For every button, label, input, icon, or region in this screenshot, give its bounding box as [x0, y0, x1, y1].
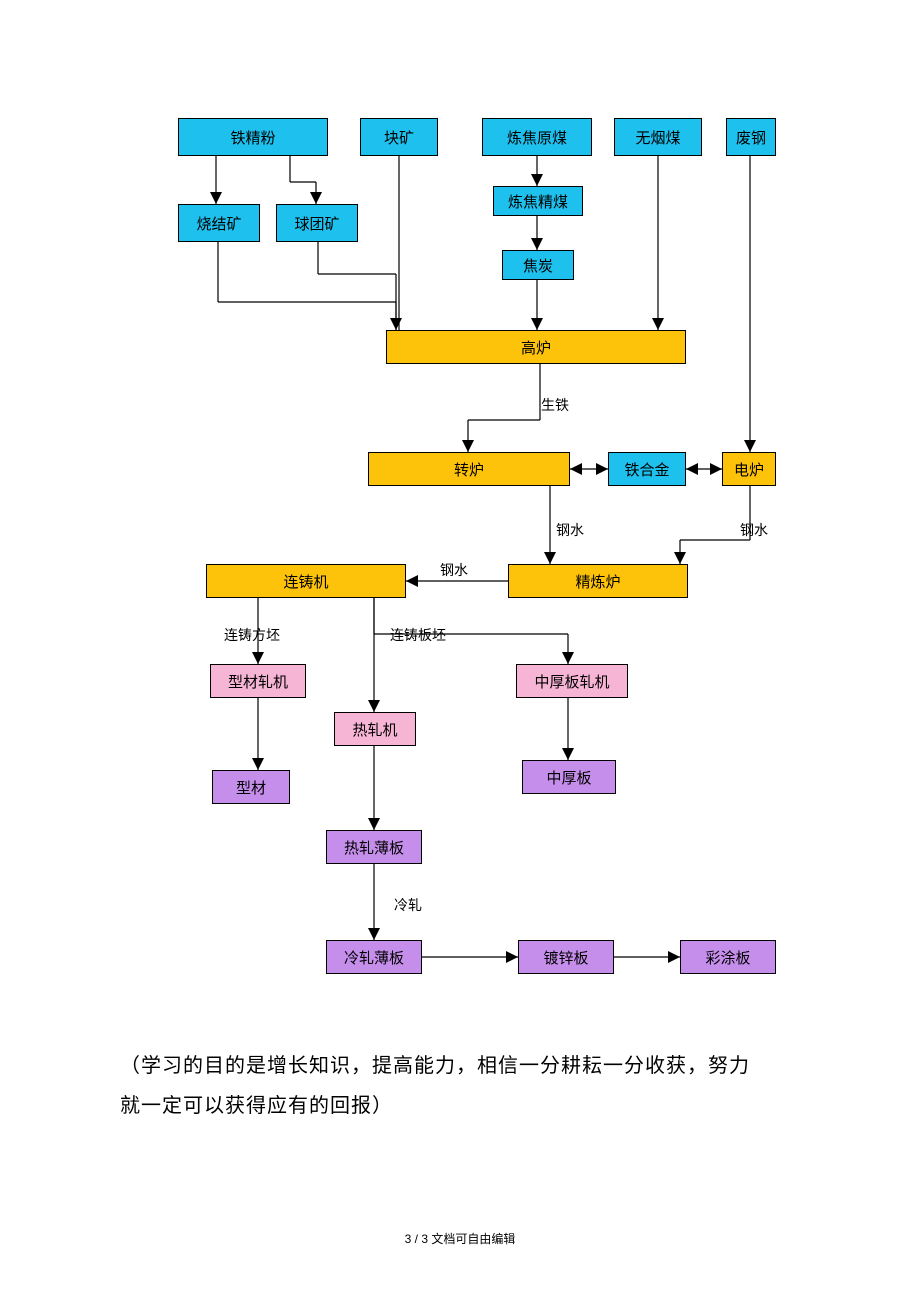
- footer: 3 / 3 文档可自由编辑: [0, 1230, 920, 1247]
- edge-label: 钢水: [440, 560, 468, 580]
- node-n_xczj: 型材轧机: [210, 664, 306, 698]
- edge-label: 钢水: [740, 520, 768, 540]
- node-n_thj: 铁合金: [608, 452, 686, 486]
- node-n_dxb: 镀锌板: [518, 940, 614, 974]
- edge-label: 冷轧: [394, 895, 422, 915]
- node-n_zlu: 转炉: [368, 452, 570, 486]
- edge-label: 生铁: [541, 395, 569, 415]
- node-n_ctb: 彩涂板: [680, 940, 776, 974]
- node-n_rzj: 热轧机: [334, 712, 416, 746]
- node-n_lzj: 连铸机: [206, 564, 406, 598]
- node-n_zhbz: 中厚板轧机: [516, 664, 628, 698]
- node-n_dlu: 电炉: [722, 452, 776, 486]
- caption: （学习的目的是增长知识，提高能力，相信一分耕耘一分收获，努力就一定可以获得应有的…: [120, 1046, 760, 1126]
- node-n_lzbb: 冷轧薄板: [326, 940, 422, 974]
- node-n_sjk: 烧结矿: [178, 204, 260, 242]
- node-n_tjf: 铁精粉: [178, 118, 328, 156]
- node-n_gl: 高炉: [386, 330, 686, 364]
- edge-label: 连铸方坯: [224, 625, 280, 645]
- node-n_kk: 块矿: [360, 118, 438, 156]
- node-n_jll: 精炼炉: [508, 564, 688, 598]
- node-n_zhb: 中厚板: [522, 760, 616, 794]
- node-n_qtk: 球团矿: [276, 204, 358, 242]
- node-n_xc: 型材: [212, 770, 290, 804]
- node-n_jt: 焦炭: [502, 250, 574, 280]
- node-n_rzbb: 热轧薄板: [326, 830, 422, 864]
- edge-label: 钢水: [556, 520, 584, 540]
- node-n_wym: 无烟煤: [614, 118, 702, 156]
- node-n_ljym: 炼焦原煤: [482, 118, 592, 156]
- page: 铁精粉块矿炼焦原煤无烟煤废钢烧结矿球团矿炼焦精煤焦炭高炉转炉铁合金电炉精炼炉连铸…: [0, 0, 920, 1302]
- edge-label: 连铸板坯: [390, 625, 446, 645]
- node-n_ljjm: 炼焦精煤: [493, 186, 583, 216]
- node-n_fg: 废钢: [726, 118, 776, 156]
